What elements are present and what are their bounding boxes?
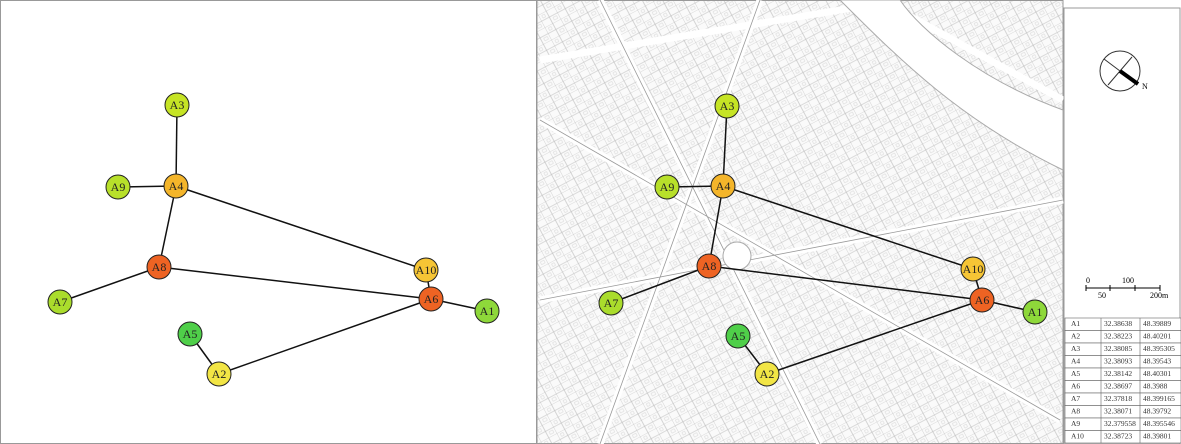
table-cell: 48.40301 bbox=[1143, 369, 1171, 378]
edge bbox=[175, 104, 178, 187]
edge bbox=[766, 299, 983, 375]
table-cell: 48.39792 bbox=[1143, 406, 1171, 415]
table-cell: A9 bbox=[1071, 419, 1080, 428]
table-cell: 32.38071 bbox=[1104, 406, 1132, 415]
node bbox=[47, 289, 73, 315]
table-cell: 48.39543 bbox=[1143, 356, 1171, 365]
table-cell: A10 bbox=[1071, 431, 1084, 440]
edge bbox=[722, 105, 728, 187]
coordinate-table: A1 32.38638 48.39889 A2 32.38223 48.40201 A3 32… bbox=[1064, 317, 1181, 444]
node-label: A8 bbox=[702, 259, 717, 273]
edge bbox=[708, 265, 983, 301]
table-cell: 48.39801 bbox=[1143, 431, 1171, 440]
node-label: A2 bbox=[212, 367, 227, 381]
node-label: A5 bbox=[731, 329, 746, 343]
edge bbox=[158, 266, 432, 300]
node-label: A2 bbox=[760, 367, 775, 381]
node bbox=[725, 323, 751, 349]
node-label: A6 bbox=[975, 293, 990, 307]
node-label: A3 bbox=[170, 98, 185, 112]
node bbox=[177, 321, 203, 347]
edge bbox=[722, 185, 974, 270]
table-cell: 48.39889 bbox=[1143, 319, 1171, 328]
node-label: A5 bbox=[183, 327, 198, 341]
table-cell: 32.38697 bbox=[1104, 381, 1132, 390]
edge bbox=[175, 185, 427, 271]
table-cell: 48.395305 bbox=[1143, 344, 1175, 353]
table-cell: 32.37818 bbox=[1104, 394, 1132, 403]
scale-label: 200m bbox=[1150, 291, 1169, 300]
edge bbox=[610, 265, 710, 304]
table-cell: 48.40201 bbox=[1143, 331, 1171, 340]
node bbox=[146, 254, 172, 280]
edge bbox=[218, 298, 432, 375]
node-label: A9 bbox=[111, 180, 126, 194]
node bbox=[474, 298, 500, 324]
node-label: A1 bbox=[480, 304, 495, 318]
node bbox=[754, 361, 780, 387]
table-cell: A3 bbox=[1071, 344, 1080, 353]
node bbox=[654, 174, 680, 200]
scale-label: 50 bbox=[1098, 291, 1106, 300]
edge bbox=[708, 185, 724, 267]
node bbox=[418, 286, 444, 312]
node-label: A10 bbox=[416, 263, 437, 277]
table-row bbox=[1064, 430, 1181, 444]
node-label: A1 bbox=[1028, 305, 1043, 319]
node-label: A4 bbox=[716, 179, 731, 193]
table-cell: A1 bbox=[1071, 319, 1080, 328]
node bbox=[1022, 299, 1048, 325]
scale-label: 100 bbox=[1122, 276, 1134, 285]
graph-panel bbox=[0, 0, 537, 444]
table-cell: 32.38223 bbox=[1104, 331, 1132, 340]
node bbox=[164, 92, 190, 118]
table-cell: A5 bbox=[1071, 369, 1080, 378]
table-cell: A2 bbox=[1071, 331, 1080, 340]
edge bbox=[59, 266, 160, 303]
table-cell: 32.38723 bbox=[1104, 431, 1132, 440]
compass-label: N bbox=[1142, 82, 1148, 91]
node-label: A8 bbox=[152, 260, 167, 274]
node-label: A4 bbox=[169, 179, 184, 193]
node bbox=[710, 173, 736, 199]
table-cell: 48.3988 bbox=[1143, 381, 1168, 390]
node-label: A3 bbox=[720, 99, 735, 113]
node bbox=[206, 361, 232, 387]
map-panel bbox=[536, 0, 1065, 444]
node bbox=[960, 256, 986, 282]
graph-left: A1 A2 A3 A4 A5 A6 A7 A8 A9 A10 bbox=[47, 92, 500, 387]
node-label: A7 bbox=[604, 296, 619, 310]
node-label: A9 bbox=[660, 180, 675, 194]
node bbox=[163, 173, 189, 199]
table-cell: 48.399165 bbox=[1143, 394, 1175, 403]
scale-label: 0 bbox=[1086, 276, 1090, 285]
node bbox=[413, 257, 439, 283]
node-label: A10 bbox=[963, 262, 984, 276]
table-cell: 48.395546 bbox=[1143, 419, 1175, 428]
table-cell: A8 bbox=[1071, 406, 1080, 415]
node bbox=[969, 287, 995, 313]
node-label: A6 bbox=[424, 292, 439, 306]
table-cell: A7 bbox=[1071, 394, 1080, 403]
table-cell: 32.38142 bbox=[1104, 369, 1132, 378]
table-cell: 32.38638 bbox=[1104, 319, 1132, 328]
table-cell: 32.38093 bbox=[1104, 356, 1132, 365]
graph-map: A1 A2 A3 A4 A5 A6 A7 A8 A9 A10 bbox=[598, 93, 1048, 387]
node bbox=[105, 174, 131, 200]
edge bbox=[158, 185, 177, 268]
node bbox=[696, 253, 722, 279]
node bbox=[598, 290, 624, 316]
node bbox=[714, 93, 740, 119]
table-cell: A4 bbox=[1071, 356, 1080, 365]
table-cell: A6 bbox=[1071, 381, 1080, 390]
table-cell: 32.38085 bbox=[1104, 344, 1132, 353]
table-cell: 32.379558 bbox=[1104, 419, 1136, 428]
node-label: A7 bbox=[53, 295, 68, 309]
